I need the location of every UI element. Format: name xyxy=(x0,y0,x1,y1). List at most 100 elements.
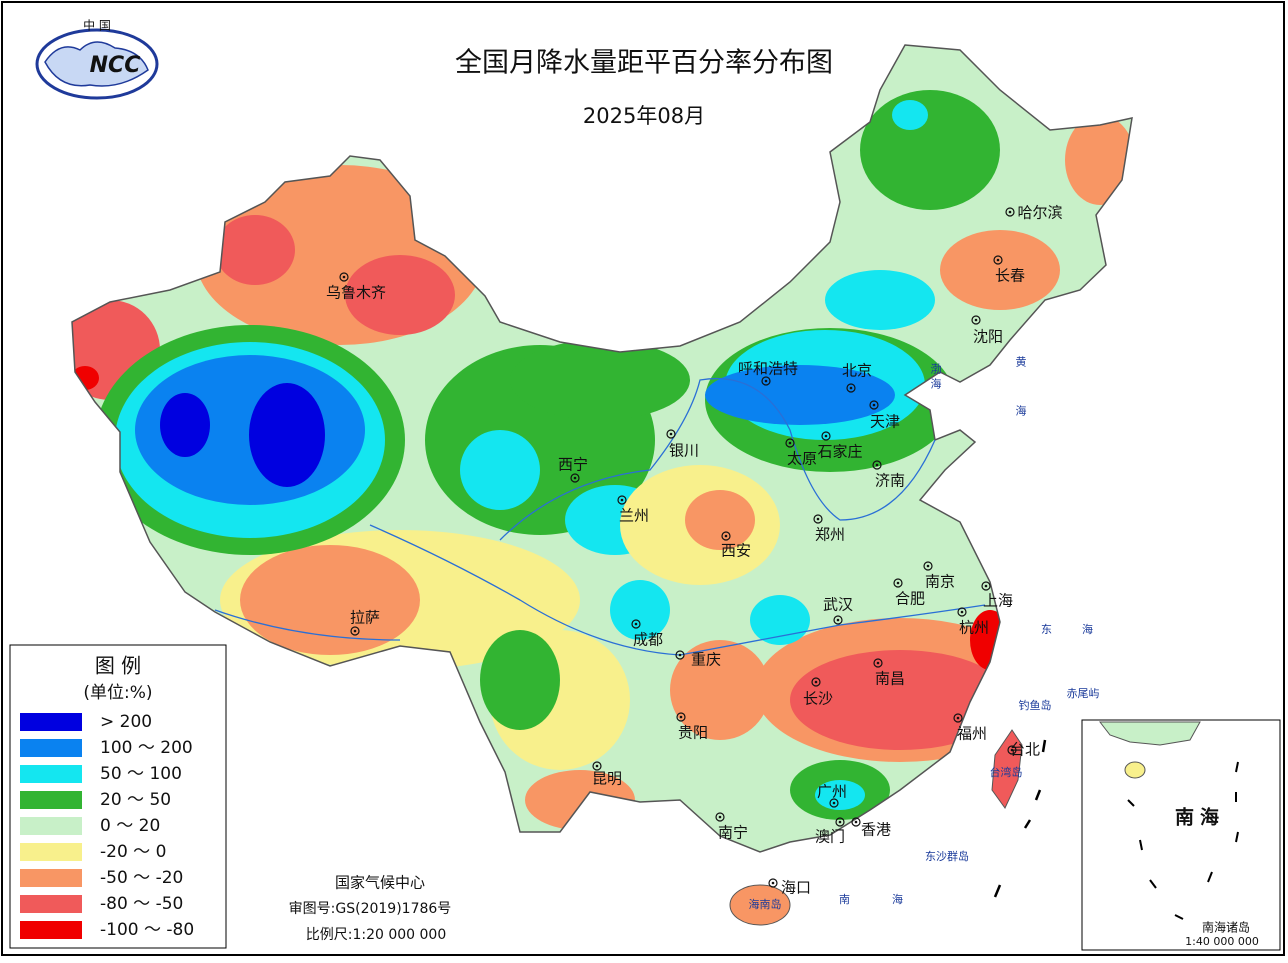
city-marker xyxy=(813,514,823,524)
legend: 图 例 (单位:%) > 200 100 ～ 200 50 ～ 100 20 ～ 50… xyxy=(9,644,227,949)
main-dashes xyxy=(993,739,1047,898)
city-marker-dot xyxy=(788,441,792,445)
city-marker-dot xyxy=(573,476,577,480)
sea-label: 东海 xyxy=(1041,622,1123,636)
city-marker-dot xyxy=(679,715,683,719)
legend-swatch xyxy=(20,791,82,809)
city-label: 合肥 xyxy=(895,590,925,608)
city-marker xyxy=(957,607,967,617)
city-marker xyxy=(835,817,845,827)
legend-swatch xyxy=(20,765,82,783)
precip-zone xyxy=(480,630,560,730)
city-label: 武汉 xyxy=(823,596,853,614)
sea-label: 台湾岛 xyxy=(990,765,1023,779)
river xyxy=(499,378,936,541)
city-label: 重庆 xyxy=(691,651,721,669)
city-marker-dot xyxy=(634,622,638,626)
legend-label: > 200 xyxy=(100,712,152,732)
city-label: 乌鲁木齐 xyxy=(326,284,386,302)
logo-top: 中 国 xyxy=(83,18,111,33)
city-label: 海口 xyxy=(781,879,811,897)
city-marker-dot xyxy=(876,661,880,665)
city-marker-dot xyxy=(771,881,775,885)
city-marker xyxy=(869,400,879,410)
legend-swatch xyxy=(20,817,82,835)
footer-approval: 审图号:GS(2019)1786号 xyxy=(289,901,452,917)
city-marker-dot xyxy=(814,680,818,684)
legend-swatch xyxy=(20,921,82,939)
city-marker xyxy=(821,431,831,441)
precip-zone xyxy=(1065,115,1132,205)
precip-zone xyxy=(860,90,1000,210)
inset-box xyxy=(1081,719,1281,951)
city-marker xyxy=(971,315,981,325)
dash xyxy=(1023,819,1032,829)
precip-zone xyxy=(685,490,755,550)
sea-label: 钓鱼岛 xyxy=(1019,698,1052,712)
dash xyxy=(1034,789,1042,801)
city-label: 南宁 xyxy=(718,824,748,842)
city-marker-dot xyxy=(836,618,840,622)
city-marker-dot xyxy=(1008,210,1012,214)
city-marker-dot xyxy=(956,716,960,720)
dash xyxy=(1174,914,1184,920)
city-marker-dot xyxy=(926,564,930,568)
city-label: 哈尔滨 xyxy=(1017,204,1062,222)
dash xyxy=(1235,831,1239,843)
city-label: 太原 xyxy=(787,450,817,468)
legend-label: -100 ～ -80 xyxy=(100,920,194,940)
city-marker-dot xyxy=(718,815,722,819)
legend-label: 100 ～ 200 xyxy=(100,738,193,758)
city-marker-dot xyxy=(353,629,357,633)
precip-zone xyxy=(825,270,935,330)
legend-swatch xyxy=(20,739,82,757)
logo-text: NCC xyxy=(90,53,141,78)
precip-zone xyxy=(240,545,420,655)
city-marker xyxy=(631,619,641,629)
city-label: 贵阳 xyxy=(678,724,708,742)
city-marker-dot xyxy=(832,801,836,805)
inset-island xyxy=(1124,761,1146,779)
precip-zone xyxy=(790,650,1010,750)
city-label: 长沙 xyxy=(803,690,833,708)
city-marker xyxy=(833,615,843,625)
city-marker-dot xyxy=(1010,748,1014,752)
city-marker-dot xyxy=(849,386,853,390)
legend-label: -50 ～ -20 xyxy=(100,868,183,888)
city-marker-dot xyxy=(984,584,988,588)
legend-title: 图 例 xyxy=(95,654,141,678)
sea-label: 东沙群岛 xyxy=(925,849,969,863)
city-marker-dot xyxy=(854,820,858,824)
dash xyxy=(1149,879,1157,889)
city-marker-dot xyxy=(342,275,346,279)
dash xyxy=(1041,739,1047,753)
city-marker xyxy=(339,272,349,282)
city-marker-dot xyxy=(669,432,673,436)
city-marker-dot xyxy=(896,581,900,585)
precip-zone xyxy=(610,580,670,640)
city-marker xyxy=(592,761,602,771)
city-marker xyxy=(761,376,771,386)
city-marker-dot xyxy=(824,434,828,438)
city-label: 呼和浩特 xyxy=(738,360,798,378)
city-label: 台北 xyxy=(1010,741,1040,759)
legend-label: -20 ～ 0 xyxy=(100,842,166,862)
dash xyxy=(1207,871,1213,883)
footer-scale: 比例尺:1:20 000 000 xyxy=(306,927,447,943)
sea-label: 南海 xyxy=(839,892,945,906)
footer-agency: 国家气候中心 xyxy=(335,874,425,892)
legend-label: 50 ～ 100 xyxy=(100,764,182,784)
city-label: 昆明 xyxy=(592,770,622,788)
island xyxy=(729,884,791,926)
city-marker-dot xyxy=(960,610,964,614)
city-marker-dot xyxy=(816,517,820,521)
city-marker xyxy=(768,878,778,888)
precip-zone xyxy=(215,215,295,285)
city-marker xyxy=(350,626,360,636)
city-label: 澳门 xyxy=(815,828,845,846)
city-label: 西安 xyxy=(721,542,751,560)
city-marker xyxy=(1005,207,1015,217)
